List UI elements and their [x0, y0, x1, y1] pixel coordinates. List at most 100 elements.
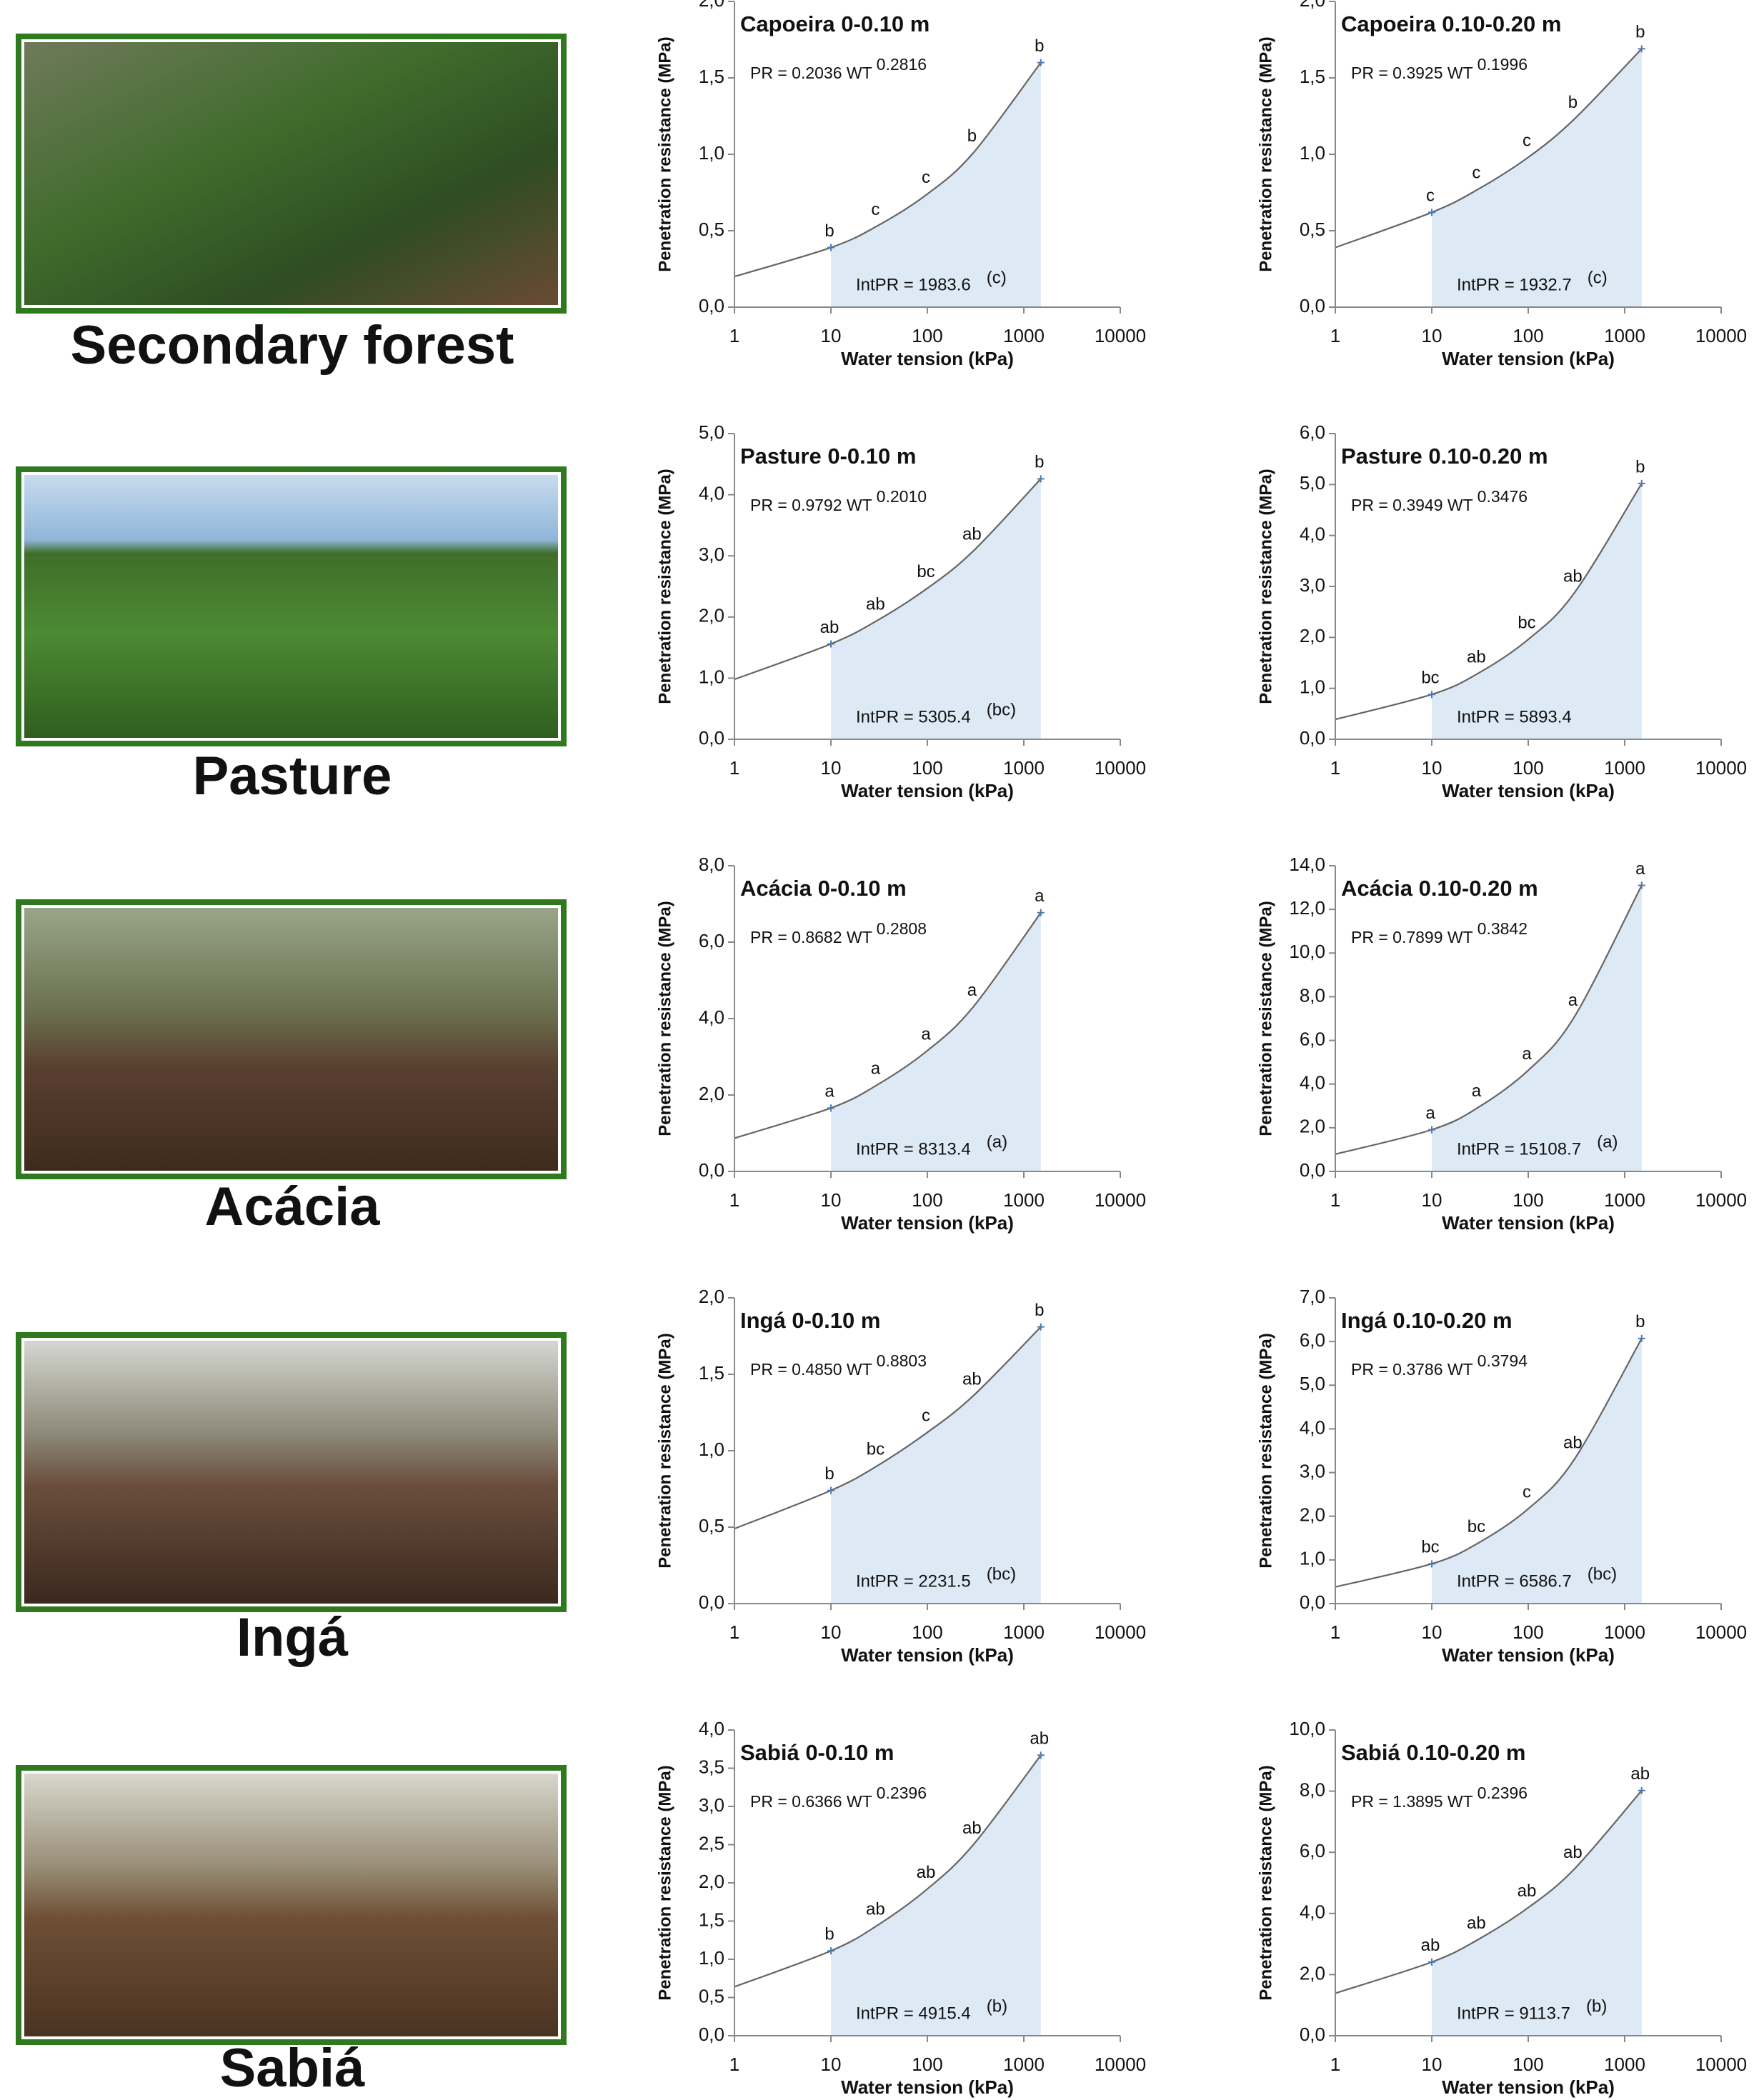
x-tick-label: 10	[821, 757, 842, 779]
point-letter: ab	[1563, 567, 1583, 586]
y-tick-label: 2,0	[699, 0, 724, 11]
point-letter: a	[1035, 886, 1045, 906]
x-tick-label: 10	[821, 325, 842, 346]
y-tick-label: 4,0	[1300, 1072, 1325, 1094]
chart-title: Pasture 0-0.10 m	[740, 444, 916, 469]
point-letter: b	[824, 221, 834, 241]
x-tick-label: 1000	[1604, 2054, 1645, 2075]
x-axis-label: Water tension (kPa)	[841, 1644, 1014, 1666]
equation-exponent: 0.3794	[1478, 1351, 1528, 1370]
photo-caption: Sabiá	[220, 2038, 365, 2099]
x-tick-label: 100	[1513, 1189, 1543, 1211]
y-tick-label: 3,0	[1300, 574, 1325, 596]
equation: PR = 0.9792 WT	[750, 496, 872, 514]
y-tick-label: 0,0	[1300, 727, 1325, 749]
point-letter: ab	[1563, 1434, 1583, 1453]
chart: bccbb0,00,51,01,52,0110100100010000Water…	[655, 0, 1146, 369]
point-letter: c	[1523, 131, 1531, 151]
photo-caption: Secondary forest	[71, 315, 514, 376]
chart-title: Ingá 0-0.10 m	[740, 1308, 880, 1333]
point-letter: bc	[917, 562, 935, 581]
equation-exponent: 0.2808	[877, 919, 927, 938]
y-tick-label: 4,0	[1300, 1416, 1325, 1438]
integral: IntPR = 9113.7	[1457, 2004, 1570, 2023]
y-tick-label: 1,0	[1300, 676, 1325, 698]
chart-title: Capoeira 0-0.10 m	[740, 11, 930, 36]
x-tick-label: 100	[912, 2054, 942, 2075]
x-tick-label: 10000	[1695, 1621, 1747, 1643]
y-tick-label: 0,5	[699, 1515, 724, 1536]
x-axis-label: Water tension (kPa)	[1442, 348, 1615, 369]
y-tick-label: 2,0	[1300, 1116, 1325, 1137]
x-tick-label: 1	[1330, 325, 1340, 346]
y-tick-label: 2,5	[699, 1832, 724, 1854]
point-letter: b	[1635, 23, 1645, 42]
shaded-area	[831, 913, 1041, 1171]
y-tick-label: 1,0	[699, 1439, 724, 1460]
photo	[23, 1339, 559, 1605]
y-tick-label: 0,0	[699, 2024, 724, 2045]
y-tick-label: 6,0	[1300, 1028, 1325, 1049]
y-tick-label: 1,0	[699, 1947, 724, 1969]
x-tick-label: 100	[912, 1189, 942, 1211]
equation: PR = 0.7899 WT	[1351, 928, 1473, 946]
chart: cccbb0,00,51,01,52,0110100100010000Water…	[1256, 0, 1747, 369]
y-axis-label: Penetration resistance (MPa)	[1256, 469, 1275, 704]
y-tick-label: 10,0	[1289, 1718, 1325, 1739]
chart-title: Sabiá 0-0.10 m	[740, 1740, 894, 1765]
x-tick-label: 1000	[1003, 757, 1045, 779]
chart-title: Sabiá 0.10-0.20 m	[1341, 1740, 1526, 1765]
point-letter: ab	[1421, 1936, 1440, 1955]
x-tick-label: 1	[729, 2054, 739, 2075]
y-tick-label: 4,0	[1300, 524, 1325, 545]
page: Secondary forestPastureAcáciaIngáSabiábc…	[0, 0, 1754, 2100]
integral: IntPR = 2231.5	[856, 1571, 971, 1591]
point-letter: ab	[1467, 1914, 1486, 1933]
y-tick-label: 1,0	[1300, 142, 1325, 164]
chart: babababab0,00,51,01,52,02,53,03,54,01101…	[655, 1718, 1146, 2098]
x-tick-label: 1000	[1003, 2054, 1045, 2075]
x-tick-label: 10000	[1695, 1189, 1747, 1211]
point-letter: c	[871, 200, 880, 219]
y-tick-label: 3,5	[699, 1756, 724, 1777]
x-tick-label: 100	[912, 1621, 942, 1643]
shaded-area	[831, 63, 1041, 307]
y-tick-label: 1,5	[699, 66, 724, 87]
point-letter: ab	[962, 525, 982, 544]
y-tick-label: 4,0	[699, 1006, 724, 1028]
equation-exponent: 0.2396	[877, 1784, 927, 1802]
y-tick-label: 2,0	[1300, 625, 1325, 646]
point-letter: b	[1035, 36, 1044, 56]
point-letter: ab	[1518, 1881, 1537, 1901]
photo-caption: Ingá	[236, 1607, 349, 1668]
chart-title: Acácia 0-0.10 m	[740, 876, 907, 901]
y-tick-label: 1,0	[699, 142, 724, 164]
point-letter: bc	[1421, 669, 1439, 688]
point-letter: b	[1635, 457, 1645, 476]
point-letter: ab	[1563, 1843, 1583, 1862]
point-letter: a	[1425, 1104, 1435, 1123]
x-tick-label: 1000	[1604, 1189, 1645, 1211]
x-axis-label: Water tension (kPa)	[841, 780, 1014, 801]
x-tick-label: 1000	[1604, 325, 1645, 346]
point-letter: ab	[1630, 1764, 1650, 1784]
y-tick-label: 0,0	[1300, 2024, 1325, 2045]
x-axis-label: Water tension (kPa)	[1442, 2076, 1615, 2098]
y-tick-label: 4,0	[699, 1718, 724, 1739]
integral-group: (bc)	[987, 1564, 1016, 1584]
photo	[23, 474, 559, 739]
y-tick-label: 2,0	[699, 1286, 724, 1307]
integral: IntPR = 1932.7	[1457, 275, 1572, 294]
y-tick-label: 4,0	[699, 482, 724, 504]
point-letter: b	[1035, 453, 1044, 472]
point-letter: b	[967, 126, 977, 146]
point-marker	[1638, 480, 1645, 487]
y-tick-label: 5,0	[1300, 472, 1325, 494]
integral-group: (b)	[987, 1996, 1007, 2016]
point-letter: b	[1035, 1301, 1044, 1320]
chart: aaaaa0,02,04,06,08,010,012,014,011010010…	[1256, 854, 1747, 1234]
y-tick-label: 0,5	[699, 1985, 724, 2006]
x-tick-label: 10	[821, 1189, 842, 1211]
point-letter: a	[921, 1024, 931, 1044]
y-tick-label: 0,0	[699, 1159, 724, 1181]
